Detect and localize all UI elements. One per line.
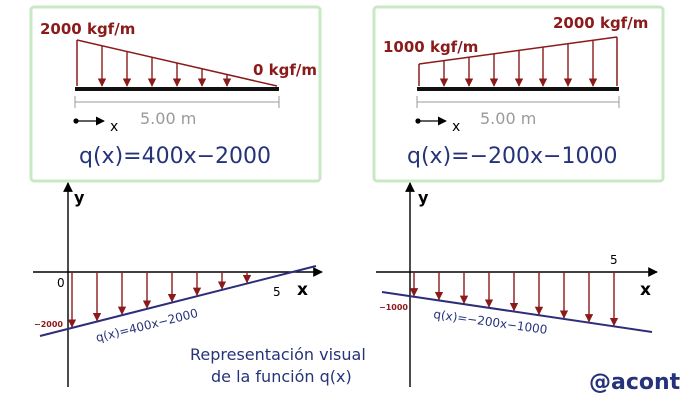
load-arrows — [97, 45, 232, 87]
caption-line-2: de la función q(x) — [211, 367, 352, 386]
function-line-label: q(x)=−200x−1000 — [433, 307, 549, 337]
load-arrows — [439, 40, 598, 87]
panel-border — [29, 5, 322, 183]
load-label-right: 2000 kgf/m — [553, 14, 648, 32]
y-intercept-label: −2000 — [34, 320, 63, 329]
function-line-label: q(x)=400x−2000 — [94, 306, 199, 345]
x-axis-label: x — [297, 280, 308, 300]
span-label: 5.00 m — [140, 109, 196, 128]
y-axis-label: y — [74, 188, 85, 207]
y-intercept-label: −1000 — [379, 303, 408, 312]
load-label-left: 1000 kgf/m — [383, 38, 478, 56]
span-label: 5.00 m — [480, 109, 536, 128]
panel-border — [372, 5, 665, 183]
caption-line-1: Representación visual — [190, 345, 366, 364]
y-axis-label: y — [418, 188, 429, 207]
local-x-label: x — [452, 119, 460, 135]
x-tick-label: 5 — [273, 285, 281, 299]
function-arrows — [409, 272, 619, 327]
load-label-left: 2000 kgf/m — [40, 20, 135, 38]
x-axis-label: x — [640, 280, 651, 300]
function-line — [39, 265, 317, 337]
beam-panel-right: 2000 kgf/m 1000 kgf/m 5.00 m x q(x)=−200… — [372, 5, 665, 183]
equation-label: q(x)=400x−2000 — [79, 144, 271, 169]
function-line — [381, 291, 653, 333]
x-tick-label: 5 — [610, 253, 618, 267]
function-arrows — [67, 272, 252, 328]
local-x-label: x — [110, 119, 118, 135]
beam-panel-left: 2000 kgf/m 0 kgf/m 5.00 m x q(x)=400x−20… — [29, 5, 322, 183]
load-envelope-top — [418, 36, 618, 65]
graph-right: y x 5 −1000 q(x)=−200x−1000 — [376, 182, 658, 387]
signature: @acont — [589, 370, 681, 395]
equation-label: q(x)=−200x−1000 — [407, 144, 617, 169]
origin-label: 0 — [57, 276, 65, 290]
load-label-right: 0 kgf/m — [253, 61, 317, 79]
